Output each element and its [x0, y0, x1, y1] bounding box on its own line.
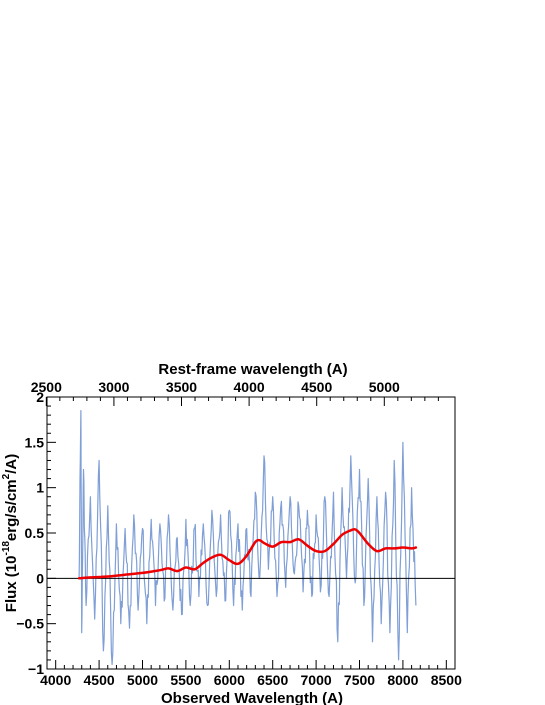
x-tick-label: 4000 [40, 672, 71, 688]
x2-axis-title: Rest-frame wavelength (A) [158, 361, 347, 378]
y-tick-label: 1.5 [25, 434, 45, 450]
y-axis-title-exponent-2: 2 [1, 473, 12, 479]
plot-area [47, 410, 455, 666]
x2-tick-label: 5000 [369, 379, 400, 395]
y-tick-label: 2 [36, 389, 44, 405]
x2-tick-label: 3500 [166, 379, 197, 395]
axis-ticks: 4000 4500 5000 5500 6000 6500 7000 7500 8000 8500… [16, 379, 462, 688]
observed-spectrum-series [78, 410, 417, 666]
y-axis-title-suffix: /A) [3, 454, 20, 474]
x2-tick-label: 2500 [31, 379, 62, 395]
x-tick-label: 7000 [301, 672, 332, 688]
y-axis-title-middle: erg/s/cm [3, 479, 20, 541]
x-tick-label: 4500 [84, 672, 115, 688]
y-tick-label: −0.5 [16, 616, 44, 632]
x-axis-title: Observed Wavelength (A) [161, 690, 343, 705]
y-tick-label: −1 [28, 661, 44, 677]
x-tick-label: 7500 [344, 672, 375, 688]
x-tick-label: 5000 [127, 672, 158, 688]
y-axis-title-prefix: Flux (10 [3, 556, 20, 613]
x2-tick-label: 4500 [301, 379, 332, 395]
y-tick-label: 1 [36, 480, 44, 496]
x-tick-label: 8500 [431, 672, 462, 688]
y-tick-label: 0 [36, 570, 44, 586]
smoothed-spectrum-series [77, 527, 418, 580]
x2-tick-label: 4000 [234, 379, 265, 395]
y-axis-title-exponent: -18 [1, 541, 12, 556]
x2-tick-label: 3000 [98, 379, 129, 395]
x-tick-label: 8000 [387, 672, 418, 688]
y-axis-title: Flux (10-18erg/s/cm2/A) [1, 454, 20, 612]
y-tick-label: 0.5 [25, 525, 45, 541]
x-tick-label: 6500 [257, 672, 288, 688]
x-tick-label: 5500 [170, 672, 201, 688]
x-tick-label: 6000 [214, 672, 245, 688]
